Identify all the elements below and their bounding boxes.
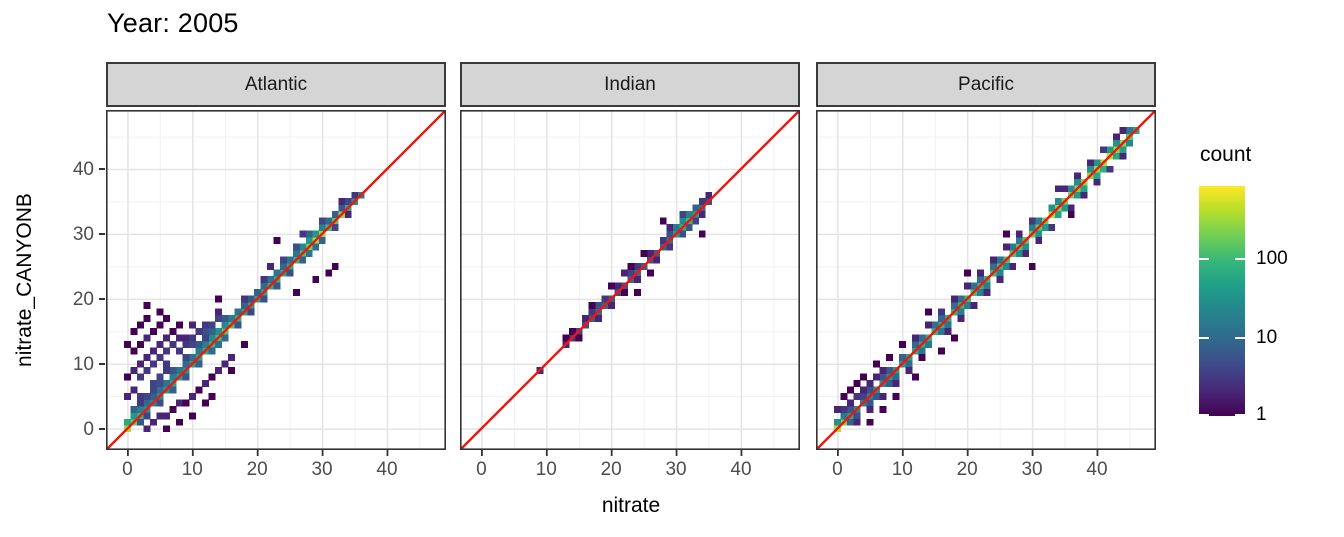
x-tick-label: 40 — [376, 459, 398, 480]
colorbar-tick-mark — [1235, 336, 1245, 339]
x-tick-label: 20 — [600, 459, 622, 480]
facet-strip-pacific-label: Pacific — [958, 73, 1014, 95]
y-axis-title: nitrate_CANYONB — [13, 193, 36, 367]
y-tick-label: 10 — [72, 353, 94, 375]
x-tick-label: 0 — [476, 459, 487, 480]
x-tick-label: 10 — [181, 459, 203, 480]
facet-strip-indian: Indian — [460, 62, 800, 107]
panel-svg-indian — [460, 110, 800, 456]
bins-layer — [106, 110, 446, 450]
facet-strip-atlantic-label: Atlantic — [244, 73, 308, 95]
panel-atlantic — [106, 110, 446, 458]
identity-line — [460, 110, 800, 450]
colorbar-tick-mark — [1199, 257, 1209, 260]
y-tick-label: 0 — [83, 418, 94, 440]
plot-title: Year: 2005 — [107, 8, 239, 38]
x-tick-label: 30 — [665, 459, 687, 480]
colorbar-tick-mark — [1235, 257, 1245, 260]
facet-strip-pacific: Pacific — [816, 62, 1156, 107]
colorbar-tick-mark — [1199, 414, 1209, 416]
colorbar-tick-label: 10 — [1256, 326, 1278, 348]
x-tick-label: 40 — [1086, 459, 1108, 480]
x-tick-label: 0 — [122, 459, 133, 480]
x-tick-label: 20 — [246, 459, 268, 480]
facet-strip-indian-label: Indian — [604, 73, 656, 95]
panel-svg-atlantic — [106, 110, 446, 456]
y-tick-label: 40 — [72, 159, 94, 181]
x-tick-label: 10 — [535, 459, 557, 480]
panel-pacific — [816, 110, 1156, 458]
y-tick-label: 30 — [72, 223, 94, 245]
y-tick-mark — [99, 362, 105, 365]
identity-line — [106, 110, 446, 450]
legend-title: count — [1200, 143, 1252, 166]
y-tick-mark — [99, 297, 105, 300]
y-tick-mark — [99, 232, 105, 235]
colorbar-tick-mark — [1235, 414, 1245, 416]
x-axis-title: nitrate — [601, 494, 661, 517]
y-tick-mark — [99, 427, 105, 430]
colorbar-gradient — [1199, 186, 1245, 416]
y-tick-label: 20 — [72, 288, 94, 310]
x-tick-label: 30 — [1021, 459, 1043, 480]
x-tick-label: 20 — [956, 459, 978, 480]
bins-layer — [816, 110, 1156, 450]
bins-layer — [460, 110, 800, 450]
facet-strip-atlantic: Atlantic — [106, 62, 446, 107]
colorbar-tick-label: 1 — [1256, 404, 1267, 425]
x-tick-label: 10 — [891, 459, 913, 480]
colorbar-tick-mark — [1199, 336, 1209, 339]
panel-indian — [460, 110, 800, 458]
y-tick-mark — [99, 168, 105, 171]
colorbar-tick-label: 100 — [1256, 247, 1288, 269]
panel-svg-pacific — [816, 110, 1156, 456]
x-tick-label: 0 — [832, 459, 843, 480]
identity-line — [816, 110, 1156, 450]
x-tick-label: 40 — [730, 459, 752, 480]
x-tick-label: 30 — [311, 459, 333, 480]
